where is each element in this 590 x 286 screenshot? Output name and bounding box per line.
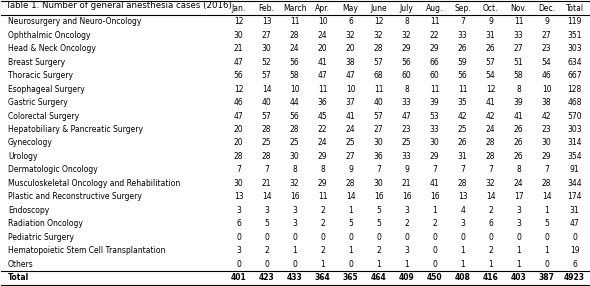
Text: Table 1. Number of general anesthesia cases (2016): Table 1. Number of general anesthesia ca… xyxy=(6,1,232,10)
